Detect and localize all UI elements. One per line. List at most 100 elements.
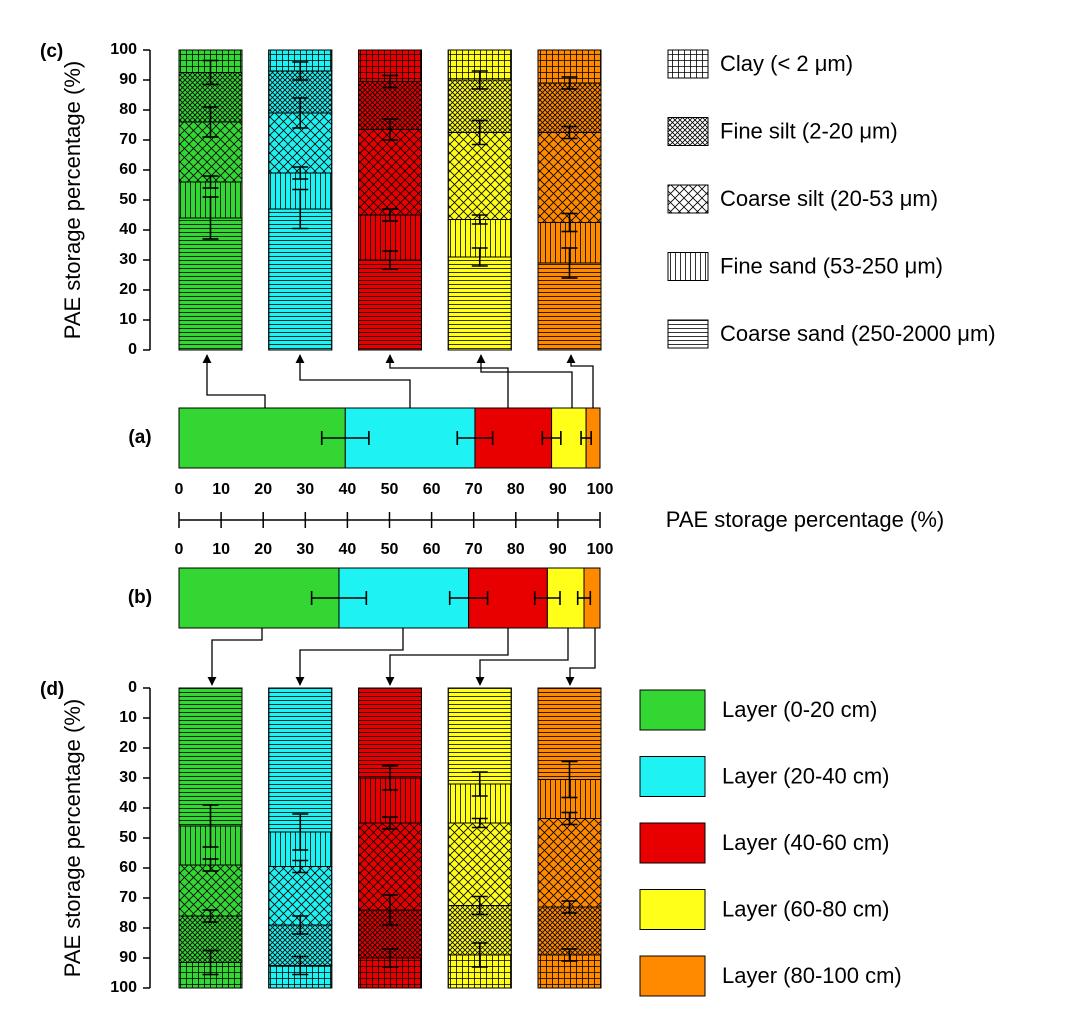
legend-label: Clay (< 2 μm) (720, 51, 853, 76)
y-tick-label: 20 (119, 739, 137, 756)
x-tick-label: 40 (339, 541, 357, 558)
x-tick-label: 90 (549, 541, 567, 558)
y-axis-label: PAE storage percentage (%) (60, 699, 85, 977)
legend-label: Coarse silt (20-53 μm) (720, 186, 938, 211)
x-tick-label: 80 (507, 541, 525, 558)
legend-label: Layer (80-100 cm) (722, 963, 902, 988)
x-tick-label: 0 (175, 481, 184, 498)
legend-label: Fine silt (2-20 μm) (720, 118, 898, 143)
x-tick-label: 70 (465, 481, 483, 498)
hatch (537, 818, 602, 908)
x-tick-label: 30 (296, 481, 314, 498)
hatch (447, 132, 512, 220)
x-tick-label: 50 (381, 541, 399, 558)
y-axis-label: PAE storage percentage (%) (60, 61, 85, 339)
error-bar (202, 949, 219, 976)
y-tick-label: 50 (119, 191, 137, 208)
x-tick-label: 10 (212, 481, 230, 498)
error-bar (471, 942, 488, 968)
error-bar (202, 196, 219, 240)
error-bar (382, 894, 398, 926)
error-bar (292, 955, 309, 976)
x-axis-label: PAE storage percentage (%) (666, 507, 944, 532)
error-bar (561, 948, 578, 962)
error-bar (292, 859, 309, 874)
y-tick-label: 10 (119, 311, 137, 328)
y-tick-label: 10 (119, 709, 137, 726)
error-bar (202, 106, 219, 138)
error-bar (292, 61, 309, 81)
y-tick-label: 0 (128, 679, 137, 696)
legend-hatch (667, 319, 709, 349)
error-bar (471, 817, 488, 829)
y-tick-label: 30 (119, 251, 137, 268)
hatch (447, 822, 512, 906)
legend-hatch (667, 117, 709, 146)
x-tick-label: 80 (507, 481, 525, 498)
x-tick-label: 100 (587, 541, 614, 558)
y-tick-label: 40 (119, 221, 137, 238)
connector (385, 610, 509, 686)
y-tick-label: 60 (119, 161, 137, 178)
x-tick-label: 0 (175, 541, 184, 558)
panel-label: (b) (128, 587, 152, 608)
x-tick-label: 50 (381, 481, 399, 498)
segment (178, 407, 346, 469)
error-bar (471, 70, 488, 90)
x-tick-label: 20 (254, 481, 272, 498)
y-tick-label: 100 (110, 979, 137, 996)
error-bar (471, 895, 488, 916)
hatch (358, 259, 422, 351)
hatch (178, 864, 243, 917)
error-bar (202, 59, 219, 86)
connector (295, 610, 404, 686)
error-bar (580, 431, 592, 445)
error-bar (561, 811, 578, 826)
error-bar (471, 119, 488, 146)
error-bar (561, 900, 578, 914)
x-tick-label: 10 (212, 541, 230, 558)
x-tick-label: 40 (339, 481, 357, 498)
y-tick-label: 30 (119, 769, 137, 786)
error-bar (382, 765, 398, 791)
x-tick-label: 20 (254, 541, 272, 558)
error-bar (382, 208, 398, 222)
error-bar (382, 118, 398, 141)
x-tick-label: 30 (296, 541, 314, 558)
error-bar (310, 591, 368, 605)
hatch (268, 687, 333, 833)
error-bar (561, 212, 578, 233)
error-bar (292, 166, 309, 180)
connector (476, 354, 573, 428)
legend-swatch (639, 955, 706, 997)
connector (565, 610, 596, 686)
x-tick-label: 60 (423, 481, 441, 498)
error-bar (202, 804, 219, 848)
y-tick-label: 70 (119, 131, 137, 148)
error-bar (456, 431, 494, 445)
y-tick-label: 40 (119, 799, 137, 816)
error-bar (382, 816, 398, 830)
panel-label: (a) (128, 427, 151, 448)
x-tick-label: 60 (423, 541, 441, 558)
error-bar (292, 915, 309, 935)
hatch (358, 687, 422, 779)
error-bar (292, 97, 309, 129)
hatch (537, 906, 602, 956)
panel-label: (c) (40, 41, 63, 62)
error-bar (382, 74, 398, 89)
hatch (268, 208, 333, 351)
y-tick-label: 90 (119, 71, 137, 88)
hatch (447, 256, 512, 351)
legend-swatch (639, 889, 706, 930)
error-bar (382, 948, 398, 968)
legend-swatch (639, 689, 706, 731)
error-bar (541, 431, 562, 445)
error-bar (471, 247, 488, 267)
legend-hatch (667, 184, 709, 214)
error-bar (320, 431, 370, 445)
error-bar (561, 760, 578, 799)
error-bar (202, 175, 219, 189)
y-tick-label: 80 (119, 101, 137, 118)
